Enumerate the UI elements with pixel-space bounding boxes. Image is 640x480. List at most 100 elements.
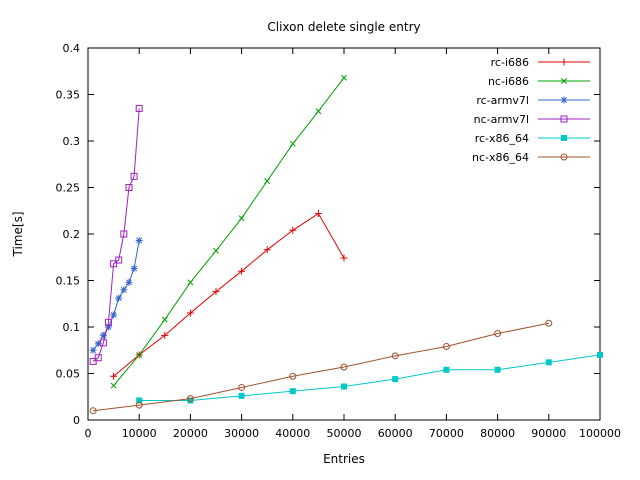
- x-tick-label: 80000: [480, 427, 515, 440]
- series-marker: [494, 330, 502, 338]
- series-marker: [289, 140, 296, 147]
- series-line: [93, 322, 549, 412]
- series-marker: [187, 397, 194, 404]
- legend-label: rc-x86_64: [475, 132, 529, 145]
- legend-entry-rc-armv7l: rc-armv7l: [476, 94, 590, 107]
- x-tick-label: 0: [85, 427, 92, 440]
- legend-entry-rc-x86_64: rc-x86_64: [475, 132, 590, 145]
- series-marker: [104, 318, 112, 326]
- series-marker: [186, 309, 194, 317]
- series-marker: [110, 382, 117, 389]
- series-marker: [130, 264, 138, 272]
- series-marker: [545, 359, 552, 366]
- series-marker: [238, 267, 246, 275]
- y-tick-label: 0: [73, 414, 80, 427]
- series-line: [92, 108, 140, 362]
- series-marker: [161, 316, 168, 323]
- series-marker: [314, 210, 322, 218]
- series-marker: [340, 254, 348, 262]
- legend-label: rc-i686: [491, 56, 529, 69]
- x-tick-label: 40000: [275, 427, 310, 440]
- x-tick-label: 50000: [327, 427, 362, 440]
- legend-entry-nc-i686: nc-i686: [488, 75, 590, 88]
- y-tick-label: 0.2: [63, 228, 81, 241]
- x-tick-label: 100000: [579, 427, 621, 440]
- series-marker: [391, 352, 399, 360]
- series-line: [113, 212, 345, 377]
- legend-entry-nc-x86_64: nc-x86_64: [472, 151, 590, 164]
- series-marker: [135, 104, 143, 112]
- series-marker: [560, 58, 568, 66]
- series-marker: [341, 383, 347, 390]
- legend-label: rc-armv7l: [476, 94, 529, 107]
- y-tick-label: 0.1: [63, 321, 81, 334]
- series-marker: [120, 286, 128, 294]
- x-tick-label: 70000: [429, 427, 464, 440]
- series-marker: [136, 397, 143, 404]
- series-marker: [186, 395, 194, 403]
- series-line: [113, 77, 345, 386]
- legend-label: nc-armv7l: [474, 113, 529, 126]
- series-marker: [289, 226, 297, 234]
- y-tick-label: 0.15: [56, 275, 81, 288]
- series-marker: [560, 115, 568, 123]
- x-axis-label: Entries: [323, 452, 365, 466]
- series-marker: [99, 339, 107, 347]
- y-tick-label: 0.4: [63, 42, 81, 55]
- chart-legend: rc-i686 nc-i686 rc-armv7l nc-armv7l rc-x86_6…: [472, 56, 590, 164]
- series-marker: [94, 340, 102, 348]
- series-marker: [125, 184, 133, 191]
- y-axis-label: Time[s]: [11, 212, 25, 258]
- x-tick-label: 20000: [173, 427, 208, 440]
- y-tick-label: 0.05: [56, 368, 81, 381]
- series-marker: [89, 407, 97, 415]
- series-marker: [341, 74, 347, 81]
- series-marker: [110, 260, 118, 268]
- series-marker: [545, 319, 553, 327]
- series-marker: [238, 383, 246, 391]
- series-marker: [289, 388, 296, 395]
- series-marker: [263, 246, 271, 254]
- x-tick-label: 30000: [224, 427, 259, 440]
- series-marker: [443, 366, 450, 373]
- series-marker: [560, 153, 568, 161]
- series-nc-armv7l: [89, 104, 143, 365]
- series-rc-i686: [110, 210, 348, 380]
- legend-entry-nc-armv7l: nc-armv7l: [474, 113, 590, 126]
- series-marker: [135, 401, 143, 409]
- series-marker: [597, 351, 603, 358]
- series-marker: [392, 376, 399, 383]
- series-marker: [560, 96, 568, 104]
- x-tick-label: 60000: [378, 427, 413, 440]
- chart-title: Clixon delete single entry: [267, 20, 420, 34]
- legend-label: nc-i686: [488, 75, 529, 88]
- y-tick-label: 0.25: [56, 182, 81, 195]
- series-line: [139, 354, 601, 401]
- series-marker: [238, 215, 245, 222]
- series-marker: [120, 230, 128, 238]
- series-nc-i686: [110, 74, 347, 389]
- y-tick-label: 0.35: [56, 89, 81, 102]
- series-marker: [110, 372, 118, 380]
- plot-axes: 0 10000 20000 30000 40000 50000 60000 70000 8000…: [56, 42, 622, 440]
- series-marker: [115, 294, 123, 302]
- series-nc-x86_64: [89, 319, 553, 415]
- series-marker: [130, 172, 138, 180]
- series-marker: [494, 366, 501, 373]
- series-rc-armv7l: [89, 237, 143, 354]
- series-marker: [125, 278, 133, 286]
- series-marker: [213, 247, 219, 254]
- x-tick-label: 10000: [122, 427, 157, 440]
- series-marker: [340, 363, 348, 371]
- series-marker: [99, 331, 107, 339]
- series-marker: [561, 135, 567, 141]
- series-marker: [212, 288, 220, 296]
- series-marker: [136, 351, 143, 358]
- series-marker: [238, 392, 245, 399]
- series-marker: [110, 311, 118, 319]
- series-marker: [135, 237, 143, 245]
- legend-label: nc-x86_64: [472, 151, 529, 164]
- series-marker: [89, 346, 97, 354]
